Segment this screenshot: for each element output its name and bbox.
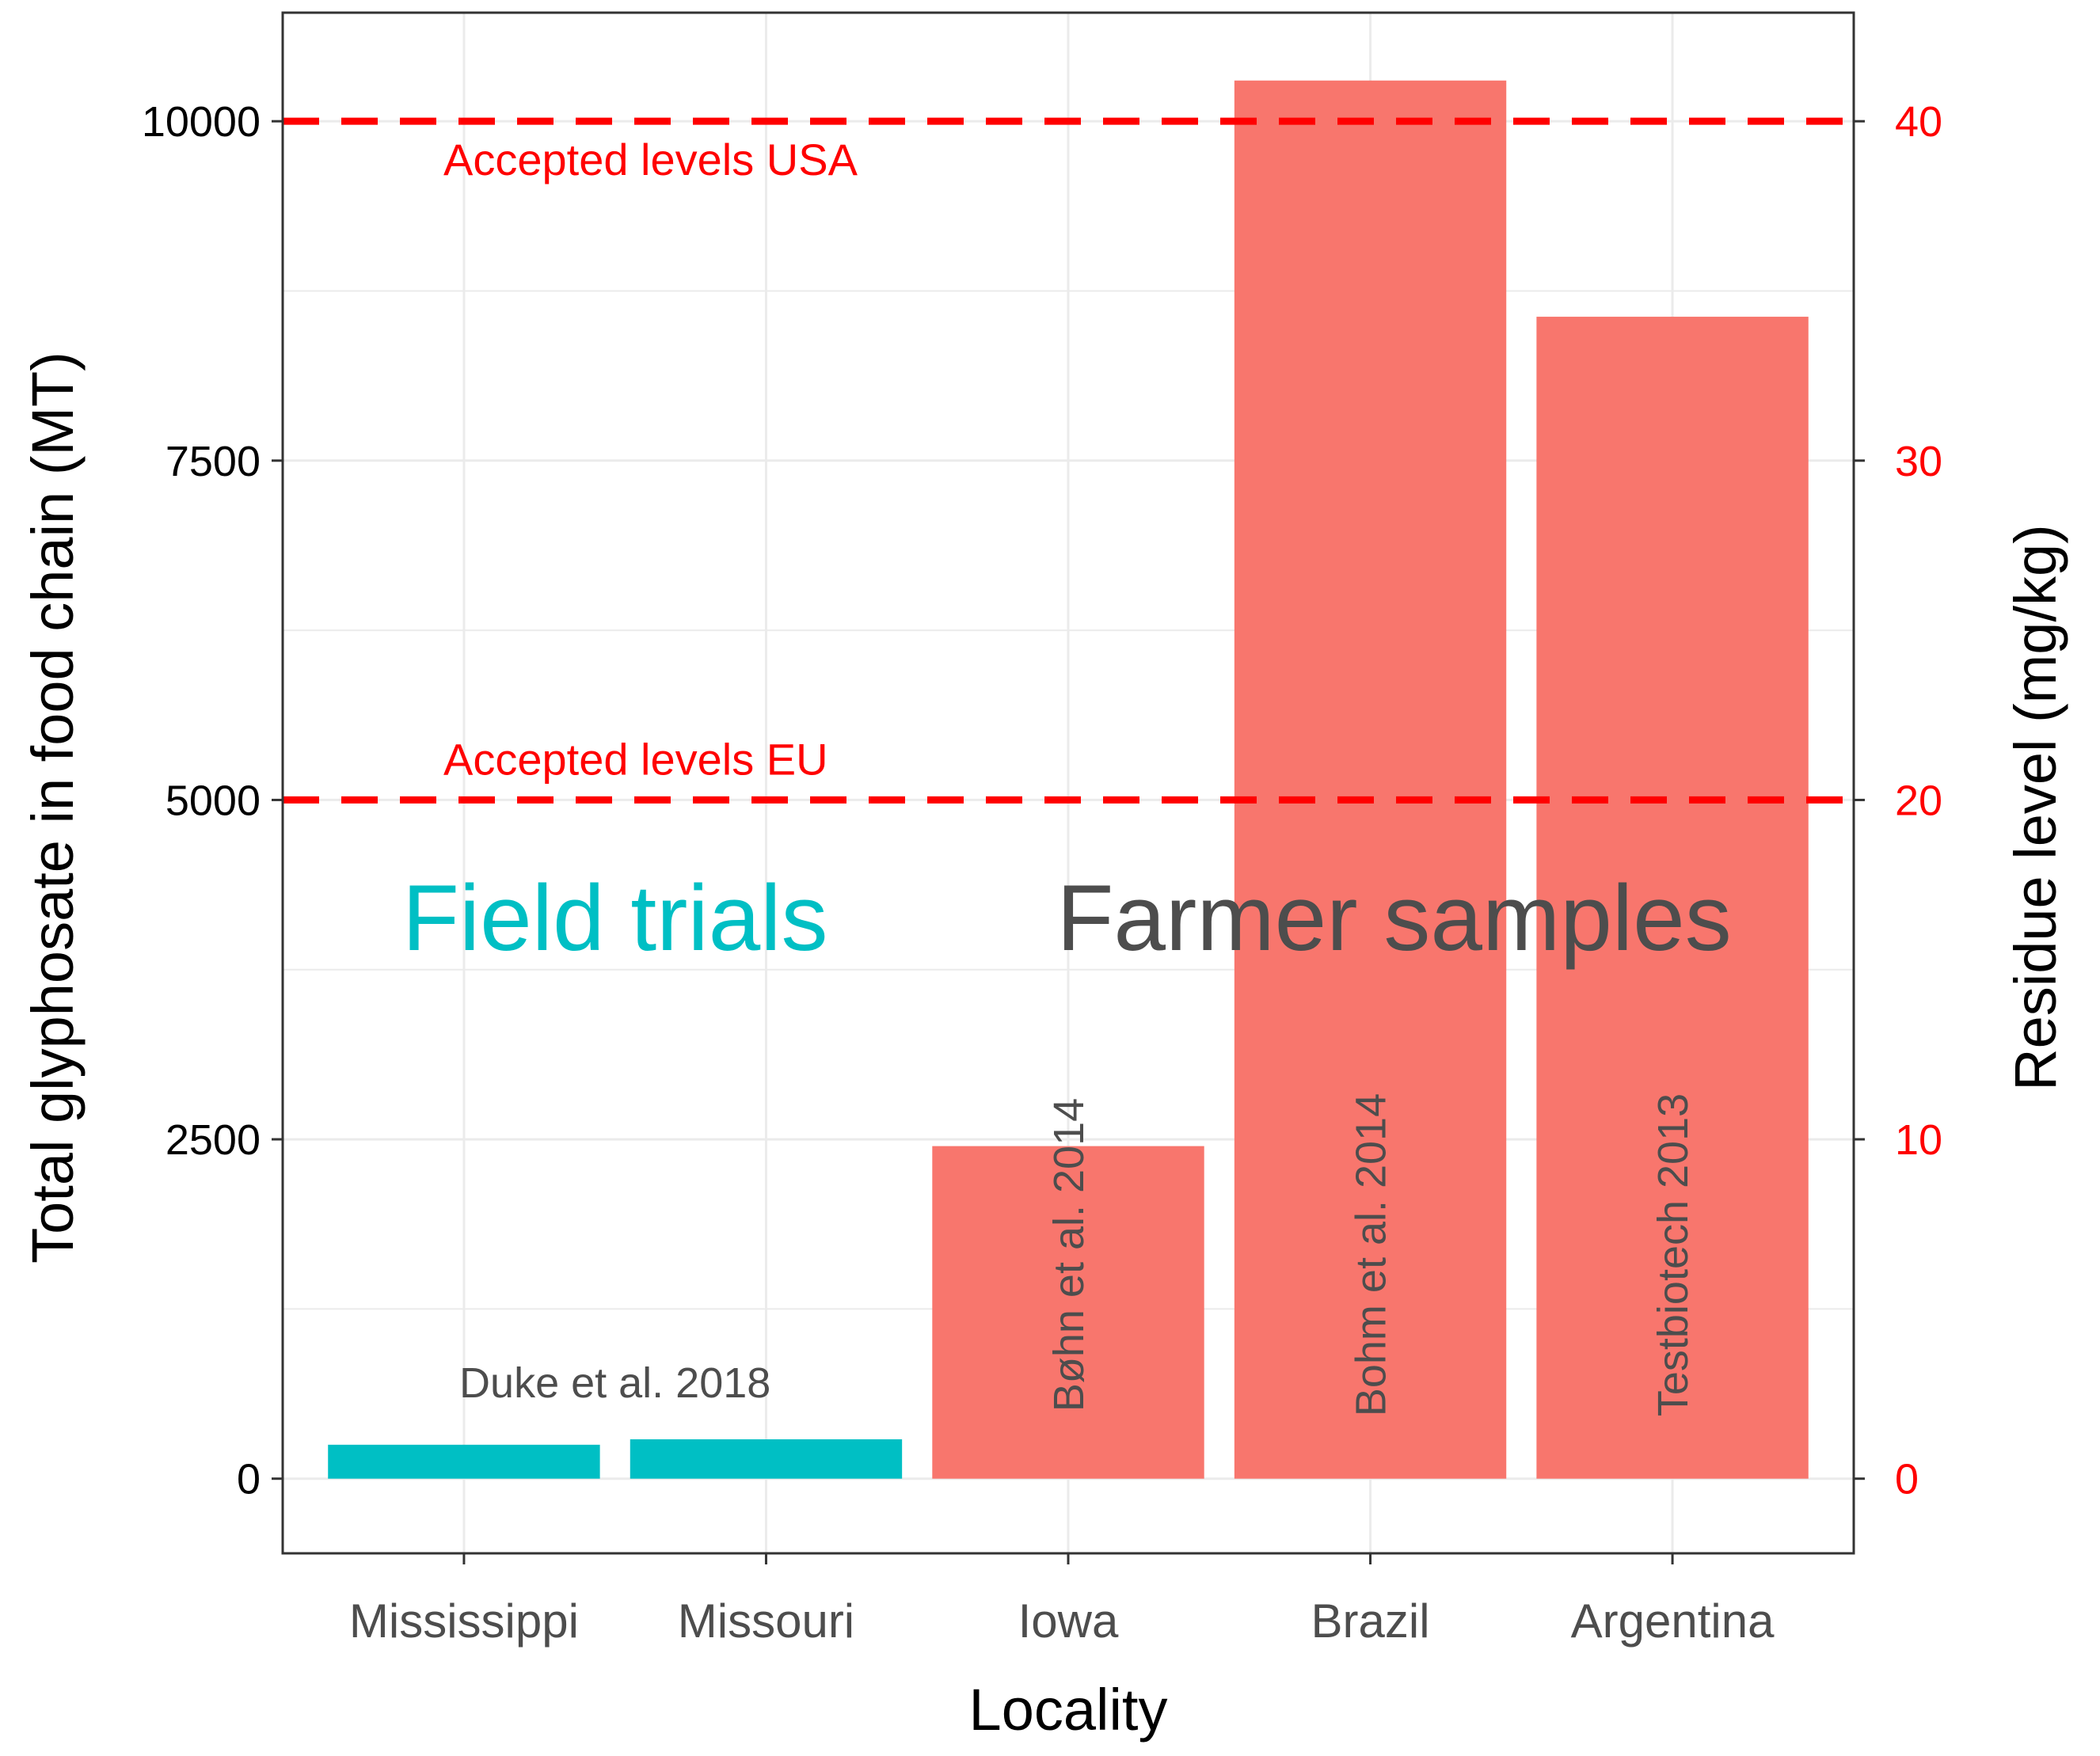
bar-missouri: [630, 1439, 903, 1479]
annotation-field-trials: Field trials: [402, 866, 828, 971]
x-axis-title: Locality: [969, 1677, 1168, 1743]
bar-iowa: [932, 1146, 1204, 1479]
y2-tick-label: 0: [1895, 1456, 1919, 1503]
y2-tick-label: 10: [1895, 1116, 1942, 1164]
bar-label-brazil: Bohm et al. 2014: [1348, 1093, 1395, 1416]
y-axis-right: 0 10 20 30 40: [1854, 98, 1942, 1503]
x-tick-label-missouri: Missouri: [678, 1594, 854, 1648]
x-tick-label-mississippi: Mississippi: [349, 1594, 579, 1648]
x-tick-label-brazil: Brazil: [1311, 1594, 1430, 1648]
x-tick-label-iowa: Iowa: [1018, 1594, 1119, 1648]
x-tick-label-argentina: Argentina: [1571, 1594, 1775, 1648]
y2-tick-label: 20: [1895, 777, 1942, 824]
y-tick-label: 10000: [142, 98, 261, 146]
y-tick-label: 5000: [165, 777, 261, 824]
y2-tick-label: 30: [1895, 438, 1942, 485]
y-tick-label: 0: [237, 1456, 261, 1503]
bar-label-mississippi: Duke et al. 2018: [459, 1359, 770, 1407]
bar-argentina: [1536, 317, 1809, 1479]
y-tick-label: 7500: [165, 438, 261, 485]
bar-brazil: [1234, 80, 1507, 1479]
reference-label-eu: Accepted levels EU: [443, 734, 828, 784]
y-axis-title: Total glyphosate in food chain (MT): [20, 352, 86, 1264]
bars: [328, 80, 1809, 1479]
bar-mississippi: [328, 1444, 600, 1479]
annotation-farmer-samples: Farmer samples: [1056, 866, 1731, 971]
y-axis-left: 0 2500 5000 7500 10000: [142, 98, 283, 1503]
bar-label-argentina: Testbiotech 2013: [1649, 1093, 1697, 1416]
y2-tick-label: 40: [1895, 98, 1942, 146]
y-tick-label: 2500: [165, 1116, 261, 1164]
y2-axis-title: Residue level (mg/kg): [2003, 524, 2068, 1091]
reference-label-usa: Accepted levels USA: [443, 135, 858, 184]
bar-label-iowa: Bøhn et al. 2014: [1045, 1098, 1093, 1412]
x-axis: Mississippi Missouri Iowa Brazil Argentina: [349, 1553, 1775, 1648]
